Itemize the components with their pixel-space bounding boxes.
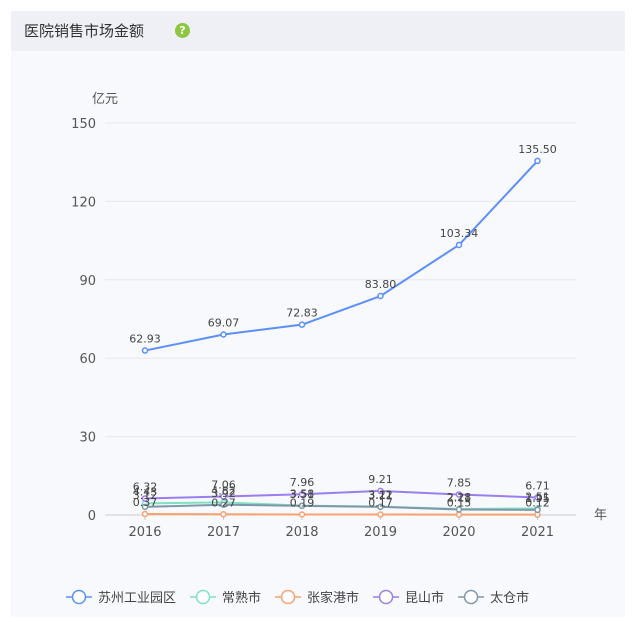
x-tick-label: 2020 [442,525,475,540]
data-label: 62.93 [129,333,161,346]
data-label: 0.19 [290,497,315,510]
data-label: 0.17 [368,497,393,510]
y-axis-unit: 亿元 [92,92,118,107]
x-tick-label: 2018 [285,525,318,540]
data-point [141,495,149,502]
data-label: 72.83 [286,307,318,320]
y-tick-label: 0 [88,509,96,524]
data-label: 0.37 [133,496,158,509]
data-point [455,241,463,249]
legend-marker-icon [463,589,479,605]
chart-header: 医院销售市场金额 ? [11,11,625,51]
data-point [298,502,306,510]
data-point [377,511,384,518]
x-tick-label: 2019 [364,525,397,540]
data-point [455,511,463,518]
legend-marker-icon [195,589,211,605]
data-label: 2.11 [447,491,472,504]
data-label: 0.15 [447,497,472,510]
data-point [377,487,384,495]
data-point [534,506,541,514]
legend-marker-icon [280,589,296,605]
data-point [298,511,306,518]
series-line [144,503,538,511]
series-line [144,489,538,500]
data-label: 2.51 [525,490,550,503]
legend-label: 常熟市 [222,590,261,606]
data-point [220,501,227,509]
data-label: 7.85 [447,476,472,489]
data-label: 83.80 [365,278,397,291]
data-label: 7.96 [290,476,315,489]
y-tick-label: 60 [79,352,96,367]
data-label: 3.12 [133,489,158,502]
data-label: 6.32 [133,480,158,493]
data-label: 6.71 [525,479,550,492]
y-tick-label: 90 [79,274,96,289]
data-label: 3.58 [290,488,315,501]
legend-item[interactable]: 常熟市 [190,589,261,606]
data-label: 3.22 [368,489,393,502]
series-line [144,513,538,516]
legend-item[interactable]: 太仓市 [458,589,529,606]
data-label: 7.06 [211,479,236,492]
legend-label: 太仓市 [490,590,529,606]
data-label: 4.82 [211,484,236,497]
data-label: 3.11 [368,489,393,502]
data-label: 103.34 [440,227,479,240]
help-circle-icon[interactable]: ? [175,23,190,38]
data-label: 3.92 [211,487,236,500]
x-tick-label: 2016 [128,525,161,540]
series-line [144,160,539,352]
legend-marker-icon [378,589,394,605]
data-label: 135.50 [518,143,557,156]
chart-panel: 医院销售市场金额 ? [11,11,625,617]
data-label: 0.12 [525,497,550,510]
legend-item[interactable]: 苏州工业园区 [66,589,176,606]
legend-label: 苏州工业园区 [98,590,176,606]
data-point [455,506,463,513]
data-label: 1.95 [525,492,550,505]
data-label: 9.21 [368,473,393,486]
x-tick-label: 2021 [521,525,554,540]
x-tick-label: 2017 [207,525,240,540]
legend-item[interactable]: 昆山市 [373,589,444,606]
data-label: 69.07 [208,316,240,329]
y-tick-label: 120 [71,195,96,210]
y-tick-label: 30 [79,431,96,446]
data-point [534,157,541,165]
data-point [141,347,149,354]
data-label: 2.28 [447,491,472,504]
data-point [455,491,463,498]
legend-label: 昆山市 [405,590,444,606]
data-point [534,494,541,501]
data-point [377,503,384,511]
data-label: 3.51 [290,488,315,501]
data-point [377,292,384,300]
y-tick-label: 150 [71,117,96,132]
page-title: 医院销售市场金额 [24,22,145,40]
data-point [298,490,306,498]
data-label: 0.27 [211,496,236,509]
legend-marker-icon [71,589,87,605]
data-point [141,503,149,511]
legend-item[interactable]: 张家港市 [275,589,359,606]
data-point [298,321,306,328]
data-point [220,493,227,500]
data-point [220,511,227,518]
x-axis-unit: 年 [594,508,607,523]
data-label: 4.43 [133,485,158,498]
data-point [220,331,227,338]
data-point [141,510,149,518]
legend-label: 张家港市 [307,590,359,606]
